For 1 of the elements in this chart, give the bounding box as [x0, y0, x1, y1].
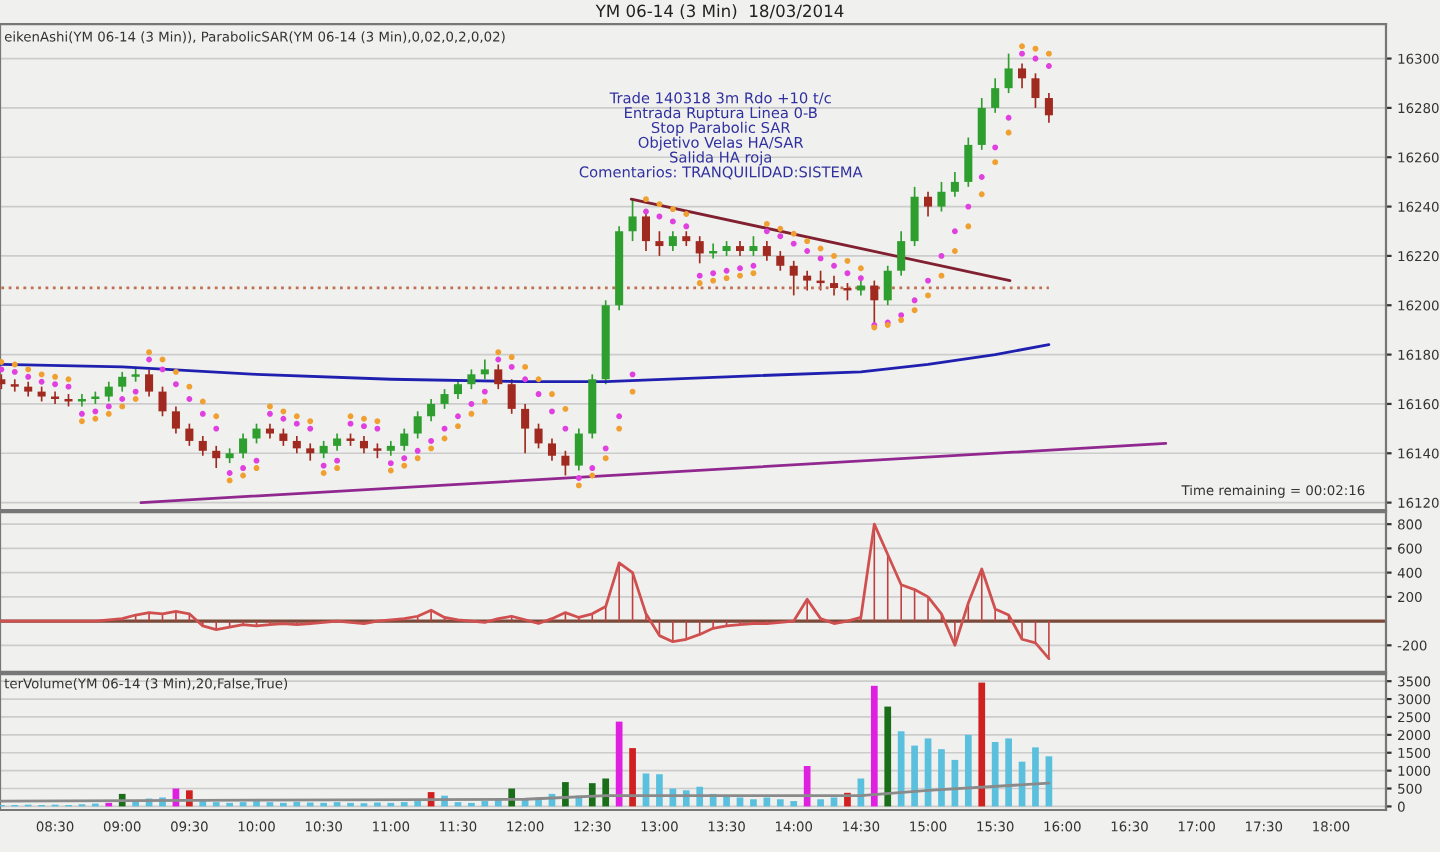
chart-title: YM 06-14 (3 Min) 18/03/2014	[595, 4, 844, 20]
